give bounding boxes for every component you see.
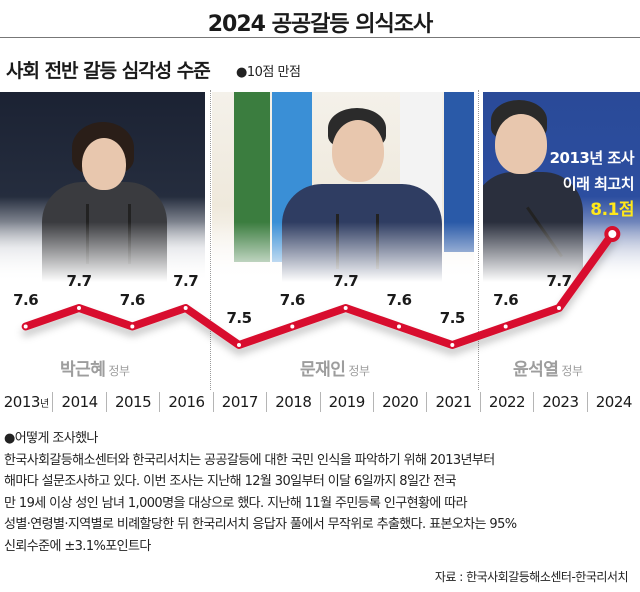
photo-fade [212, 222, 474, 282]
value-label: 7.6 [279, 290, 306, 309]
source-credit: 자료 : 한국사회갈등해소센터-한국리서치 [434, 570, 629, 584]
year-tick: 2018 [266, 392, 319, 412]
year-tick: 2024 [586, 392, 640, 412]
data-point [343, 306, 348, 310]
callout-line-1: 2013년 조사 [549, 149, 635, 167]
figure-head [332, 120, 384, 182]
data-point [397, 324, 401, 329]
trend-line [21, 230, 617, 349]
data-point [23, 324, 28, 329]
value-label: 7.7 [66, 272, 92, 290]
callout-value: 8.1점 [590, 200, 634, 220]
year-tick: 2020 [372, 392, 426, 412]
methodology-heading: ●어떻게 조사했나 [4, 431, 98, 446]
value-label: 7.6 [13, 290, 39, 309]
photo-park-geun-hye [0, 92, 205, 282]
year-tick: 2013년 [3, 393, 49, 411]
value-label: 7.7 [546, 272, 572, 290]
period-label-yoon: 윤석열 정부 [513, 360, 583, 380]
methodology-line: 해마다 설문조사하고 있다. 이번 조사는 지난해 12월 30일부터 이달 6… [4, 474, 457, 489]
year-tick: 2019 [319, 392, 373, 412]
methodology-line: 만 19세 이상 성인 남녀 1,000명을 대상으로 했다. 지난해 11월 … [4, 495, 468, 511]
year-tick: 2016 [159, 392, 212, 412]
year-tick: 2015 [105, 392, 159, 412]
period-label-moon: 문재인 정부 [300, 360, 370, 380]
line-chart [21, 226, 621, 349]
methodology-line: 한국사회갈등해소센터와 한국리서치는 공공갈등에 대한 국민 인식을 파악하기 … [4, 452, 495, 468]
year-axis: 2013년 2014 2015 2016 2017 2018 2019 2020… [0, 392, 640, 416]
period-divider [478, 90, 479, 390]
photo-moon-jae-in [212, 92, 474, 282]
period-label-park: 박근혜 정부 [60, 360, 130, 380]
data-point [604, 226, 621, 242]
data-point [290, 324, 295, 329]
year-tick: 2023 [533, 392, 586, 412]
value-label: 7.5 [439, 309, 466, 327]
methodology-line: 성별·연령별·지역별로 비례할당한 뒤 한국리서치 응답자 풀에서 무작위로 추… [4, 517, 517, 532]
year-tick: 2017 [212, 392, 266, 412]
value-label: 7.6 [386, 290, 412, 309]
year-tick: 2022 [479, 392, 533, 412]
data-point [130, 324, 135, 329]
figure-head [495, 114, 547, 174]
infographic-title: 2024 공공갈등 의식조사 [207, 12, 433, 37]
value-label: 7.7 [173, 272, 199, 290]
methodology-note: ●어떻게 조사했나 한국사회갈등해소센터와 한국리서치는 공공갈등에 대한 국민… [4, 428, 640, 557]
figure-head [82, 138, 126, 190]
photo-fade [0, 222, 205, 282]
data-point [450, 343, 455, 347]
data-point [77, 306, 81, 310]
data-point [237, 343, 241, 347]
data-point [503, 324, 508, 329]
record-high-callout: 2013년 조사 이래 최고치 8.1점 [526, 145, 635, 223]
value-label: 7.5 [226, 309, 252, 327]
methodology-line: 신뢰수준에 ±3.1%포인트다 [4, 538, 151, 554]
year-tick: 2014 [52, 392, 105, 412]
data-point [183, 306, 188, 310]
unit-note: ●10점 만점 [236, 65, 301, 80]
callout-line-2: 이래 최고치 [562, 175, 635, 193]
chart-subtitle: 사회 전반 갈등 심각성 수준 [6, 60, 211, 82]
year-tick: 2021 [426, 392, 479, 412]
period-divider [210, 90, 211, 390]
value-label: 7.6 [493, 290, 519, 309]
value-label: 7.7 [333, 272, 359, 290]
data-point [557, 306, 561, 310]
value-label: 7.6 [119, 290, 146, 309]
title-divider [0, 37, 640, 38]
data-points [23, 226, 621, 347]
